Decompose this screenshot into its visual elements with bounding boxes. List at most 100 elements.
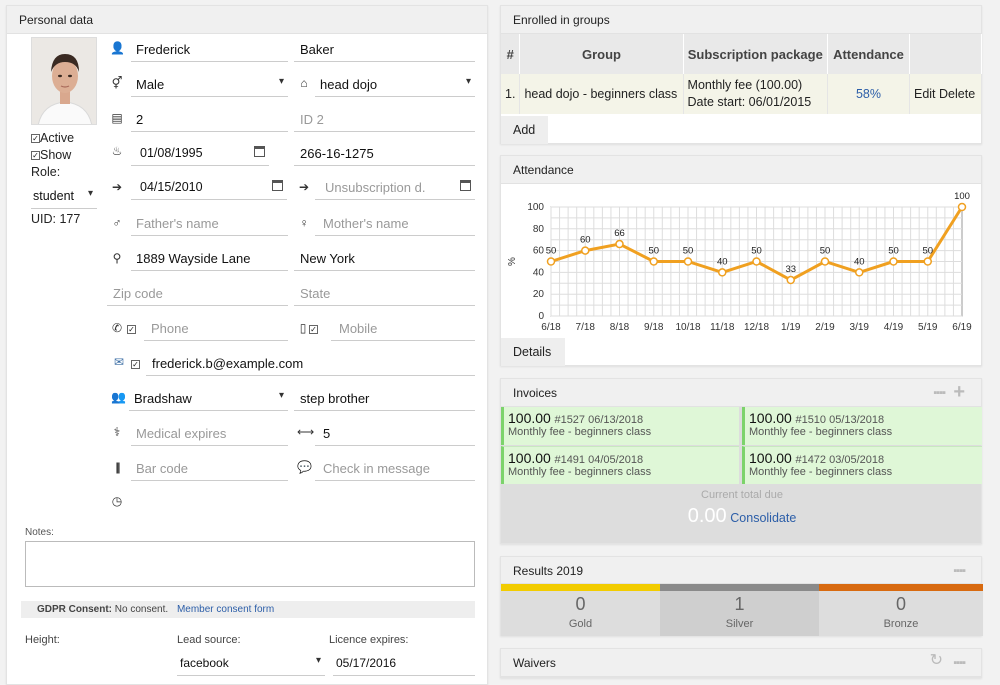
data-label: 60	[580, 235, 591, 246]
state-input[interactable]: State	[294, 280, 475, 306]
phone-checkbox[interactable]: ✓	[127, 321, 136, 336]
data-point	[889, 257, 898, 266]
dojo-value: head dojo	[320, 77, 378, 92]
father-name-input[interactable]: Father's name	[131, 210, 288, 236]
birthdate-input[interactable]: 01/08/1995	[131, 140, 269, 166]
mobile-check-icon[interactable]: ✓	[309, 325, 318, 335]
gdpr-value: No consent.	[114, 604, 169, 615]
invoices-title: Invoices	[513, 386, 558, 400]
phone-check-icon[interactable]: ✓	[127, 325, 136, 335]
delete-link[interactable]: Delete	[939, 87, 976, 101]
phone-input[interactable]: Phone	[144, 315, 288, 341]
mobile-checkbox[interactable]: ✓	[309, 321, 318, 336]
invoice-item[interactable]: 100.00 #1527 06/13/2018 Monthly fee - be…	[501, 407, 739, 445]
lead-source-value: facebook	[180, 656, 229, 670]
invoice-description: Monthly fee - beginners class	[508, 466, 652, 478]
col-attendance: Attendance	[827, 34, 910, 74]
stethoscope-icon: ⚕	[113, 425, 121, 439]
range-input[interactable]: 5	[315, 420, 475, 446]
add-invoice-icon[interactable]: +	[953, 381, 965, 403]
invoice-item[interactable]: 100.00 #1491 04/05/2018 Monthly fee - be…	[501, 446, 739, 484]
ssn-input[interactable]: 266-16-1275	[294, 140, 475, 166]
invoice-item[interactable]: 100.00 #1510 05/13/2018 Monthly fee - be…	[742, 407, 982, 445]
join-date-input[interactable]: 04/15/2010	[131, 174, 287, 200]
email-check-icon[interactable]: ✓	[131, 360, 140, 370]
lead-source-select[interactable]: facebook	[177, 650, 325, 676]
consolidate-link[interactable]: Consolidate	[730, 511, 797, 525]
licence-expires-input[interactable]: 05/17/2016	[333, 650, 475, 676]
gdpr-bar: GDPR Consent: No consent. Member consent…	[21, 601, 475, 618]
more-icon[interactable]: ▪▪▪▪	[933, 387, 946, 399]
data-point	[615, 239, 624, 249]
x-tick-label: 5/19	[918, 322, 938, 333]
notes-textarea[interactable]	[25, 541, 475, 587]
active-checkbox[interactable]: ✓Active	[31, 131, 74, 145]
edit-link[interactable]: Edit	[913, 87, 936, 101]
last-name-input[interactable]: Baker	[294, 36, 475, 62]
x-tick-label: 8/18	[610, 322, 630, 333]
relative-value: Bradshaw	[134, 391, 192, 406]
dojo-select[interactable]: head dojo	[315, 71, 475, 97]
medical-expires-input[interactable]: Medical expires	[131, 420, 288, 446]
x-tick-label: 2/19	[815, 322, 835, 333]
barcode-input[interactable]: Bar code	[131, 455, 288, 481]
refresh-icon[interactable]: ↻	[929, 652, 943, 669]
data-label: 66	[614, 228, 625, 239]
more-icon[interactable]: ▪▪▪▪	[953, 565, 966, 577]
id1-input[interactable]: 2	[131, 106, 288, 132]
invoice-amount: 100.00	[508, 410, 551, 426]
invoice-item[interactable]: 100.00 #1472 03/05/2018 Monthly fee - be…	[742, 446, 982, 484]
calendar-icon[interactable]	[254, 146, 265, 157]
male-icon: ♂	[112, 216, 122, 230]
active-check-icon[interactable]: ✓	[31, 134, 40, 144]
role-select[interactable]: student	[31, 183, 97, 209]
invoice-amount: 100.00	[508, 450, 551, 466]
bronze-count: 0	[895, 594, 906, 614]
calendar-icon[interactable]	[460, 180, 471, 191]
relation-input[interactable]: step brother	[294, 385, 475, 411]
mother-name-input[interactable]: Mother's name	[315, 210, 475, 236]
avatar-photo	[32, 38, 96, 124]
details-button[interactable]: Details	[501, 338, 565, 366]
show-check-icon[interactable]: ✓	[31, 151, 40, 161]
waivers-title: Waivers	[513, 656, 556, 670]
mobile-input[interactable]: Mobile	[331, 315, 475, 341]
checkin-message-input[interactable]: Check in message	[315, 455, 475, 481]
show-checkbox[interactable]: ✓Show	[31, 148, 71, 162]
email-input[interactable]: frederick.b@example.com	[146, 350, 475, 376]
id2-input[interactable]: ID 2	[294, 106, 475, 132]
sign-out-icon: ➔	[298, 180, 310, 194]
data-label: 40	[854, 256, 865, 267]
zip-code-input[interactable]: Zip code	[107, 280, 288, 306]
avatar[interactable]	[31, 37, 97, 125]
gold-count: 0	[575, 594, 586, 614]
more-icon[interactable]: ▪▪▪▪	[953, 657, 966, 669]
address-input[interactable]: 1889 Wayside Lane	[131, 245, 288, 271]
table-row: 1. head dojo - beginners class Monthly f…	[501, 74, 983, 114]
x-tick-label: 7/18	[576, 322, 596, 333]
phone-icon: ✆	[111, 321, 123, 335]
email-checkbox[interactable]: ✓	[131, 356, 140, 371]
first-name-input[interactable]: Frederick	[131, 36, 288, 62]
invoice-number: #1510 05/13/2018	[795, 414, 885, 426]
col-num: #	[501, 34, 521, 74]
row-attendance[interactable]: 58%	[827, 74, 910, 114]
invoice-description: Monthly fee - beginners class	[749, 466, 893, 478]
gender-select[interactable]: Male	[131, 71, 288, 97]
col-actions	[909, 34, 983, 74]
city-input[interactable]: New York	[294, 245, 475, 271]
member-consent-link[interactable]: Member consent form	[176, 604, 275, 615]
female-icon: ♀	[299, 216, 309, 230]
data-point	[786, 275, 795, 285]
add-group-button[interactable]: Add	[501, 116, 548, 144]
unsubscription-date-input[interactable]: Unsubscription d.	[315, 174, 475, 200]
bronze-label: Bronze	[883, 618, 919, 630]
groups-table: # Group Subscription package Attendance …	[501, 34, 983, 114]
x-tick-label: 1/19	[781, 322, 801, 333]
comment-icon: 💬	[297, 460, 312, 474]
calendar-icon[interactable]	[272, 180, 283, 191]
relative-select[interactable]: Bradshaw	[129, 385, 288, 411]
data-label: 50	[751, 246, 762, 257]
y-tick-label: 40	[533, 267, 545, 278]
data-label: 40	[717, 256, 728, 267]
